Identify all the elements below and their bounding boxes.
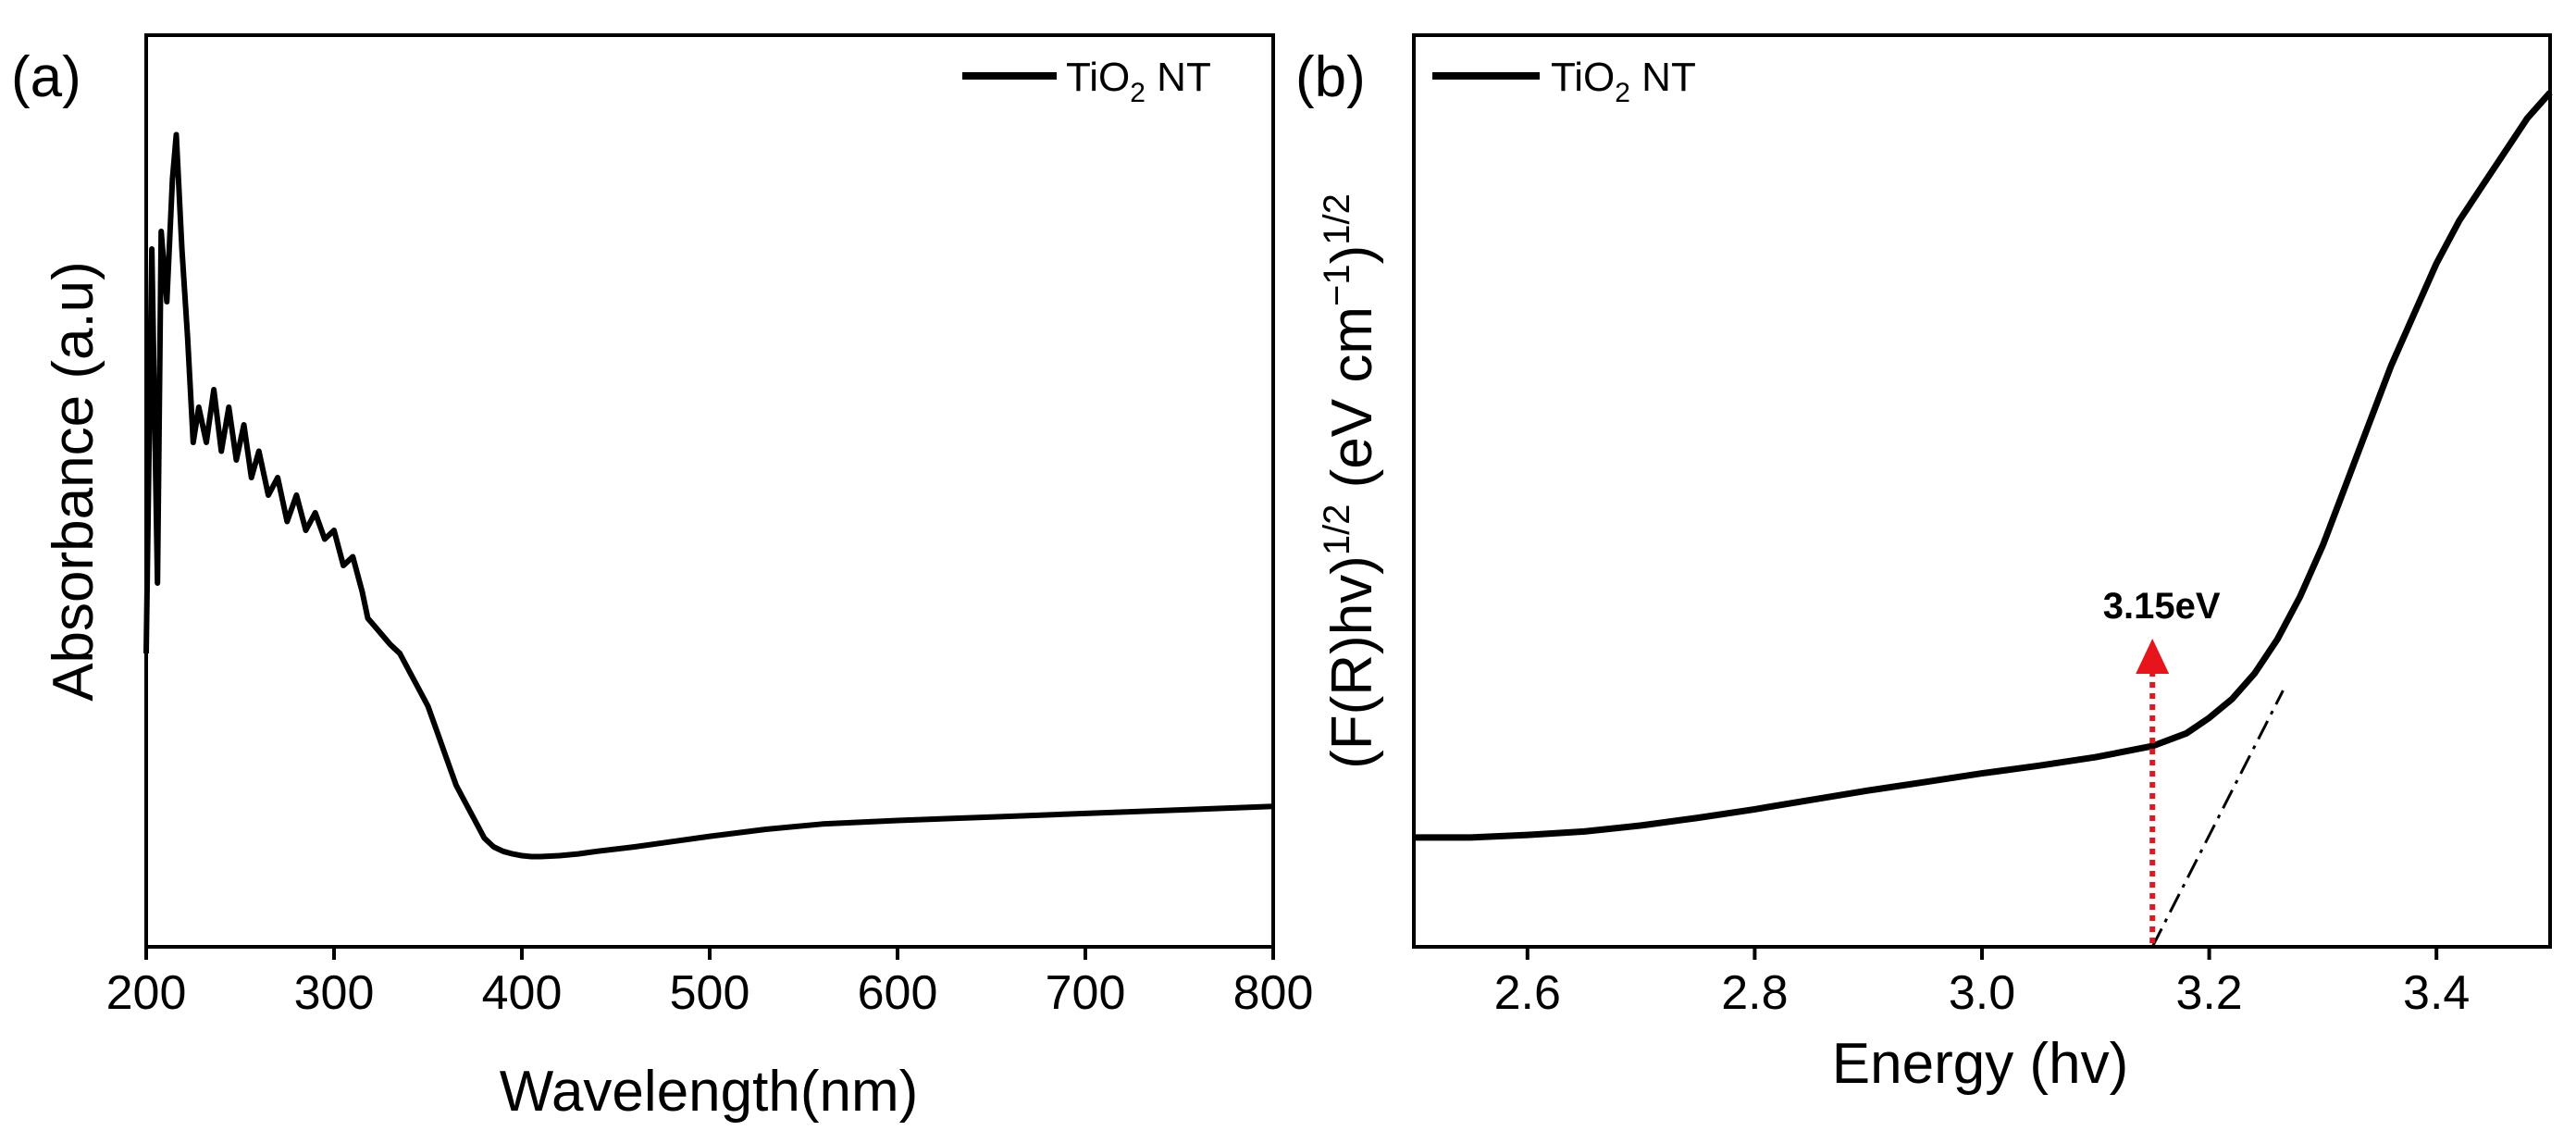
y-axis-title-a: Absorbance (a.u) [42,261,105,702]
x-axis-title-b: Energy (hv) [1832,1032,2128,1096]
x-tick-label: 300 [294,966,375,1020]
legend-label-a: TiO2 NT [1066,55,1211,108]
x-axis-title-a: Wavelength(nm) [500,1060,919,1124]
x-tick-label: 3.2 [2175,966,2242,1020]
x-tick-label: 500 [670,966,750,1020]
bandgap-label: 3.15eV [2103,586,2221,627]
x-tick-label: 3.4 [2403,966,2470,1020]
x-tick-label: 2.8 [1721,966,1788,1020]
legend-label-b: TiO2 NT [1551,55,1696,108]
x-tick-label: 800 [1233,966,1314,1020]
tauc-line [1414,90,2553,841]
legend-a: TiO2 NT [962,55,1211,108]
x-tick-label: 600 [858,966,938,1020]
x-tick-label: 400 [482,966,563,1020]
plot-frame-b [1412,33,2552,949]
chart-a: (a) 200 300 400 500 600 700 800 TiO2 NT Wavele… [11,33,1314,1124]
panel-label-a: (a) [11,45,81,109]
x-tick-label: 200 [106,966,187,1020]
panel-label-b: (b) [1295,45,1366,109]
arrow-head [2136,639,2170,674]
x-tick-label: 700 [1046,966,1126,1020]
x-tick-label: 3.0 [1949,966,2015,1020]
legend-b: TiO2 NT [1432,55,1696,108]
tangent-line [2150,690,2285,948]
x-ticks-b: 2.6 2.8 3.0 3.2 3.4 [1494,947,2470,1020]
x-ticks-a: 200 300 400 500 600 700 800 [106,947,1314,1020]
bandgap-arrow [2136,639,2170,943]
absorbance-line [143,131,1274,860]
x-tick-label: 2.6 [1494,966,1561,1020]
y-axis-title-b: (F(R)hv)1/2 (eV cm−1)1/2 [1317,193,1384,769]
chart-b: (b) 2.6 2.8 3.0 3.2 3.4 3.15eV TiO2 NT Energ… [1295,33,2553,1096]
